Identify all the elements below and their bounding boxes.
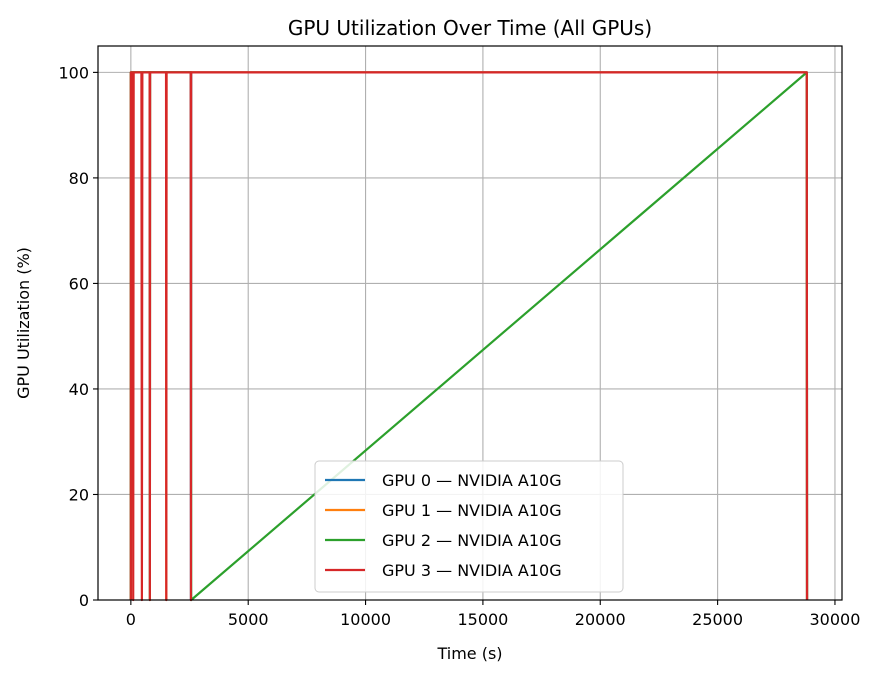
x-tick-label: 30000 <box>810 610 861 629</box>
legend-label-gpu-3: GPU 3 — NVIDIA A10G <box>382 561 562 580</box>
legend-label-gpu-0: GPU 0 — NVIDIA A10G <box>382 471 562 490</box>
y-tick-label: 0 <box>79 591 89 610</box>
legend-box <box>314 460 624 593</box>
axis-ticks: 0 5000 10000 15000 20000 25000 30000 0 20 40 60 80 1… <box>58 63 860 629</box>
y-axis-label: GPU Utilization (%) <box>14 247 33 399</box>
x-tick-label: 10000 <box>340 610 391 629</box>
y-tick-label: 80 <box>69 169 89 188</box>
y-tick-label: 100 <box>58 63 89 82</box>
legend: GPU 0 — NVIDIA A10G GPU 1 — NVIDIA A10G GP… <box>314 460 624 593</box>
x-tick-label: 5000 <box>228 610 269 629</box>
plot-frame <box>97 45 843 601</box>
x-tick-label: 0 <box>126 610 136 629</box>
x-axis-label: Time (s) <box>436 644 502 663</box>
y-tick-label: 60 <box>69 274 89 293</box>
x-tick-label: 15000 <box>457 610 508 629</box>
legend-label-gpu-2: GPU 2 — NVIDIA A10G <box>382 531 562 550</box>
x-tick-label: 25000 <box>692 610 743 629</box>
x-tick-label: 20000 <box>575 610 626 629</box>
y-tick-label: 20 <box>69 485 89 504</box>
y-tick-label: 40 <box>69 380 89 399</box>
chart-title: GPU Utilization Over Time (All GPUs) <box>288 16 652 40</box>
legend-label-gpu-1: GPU 1 — NVIDIA A10G <box>382 501 562 520</box>
